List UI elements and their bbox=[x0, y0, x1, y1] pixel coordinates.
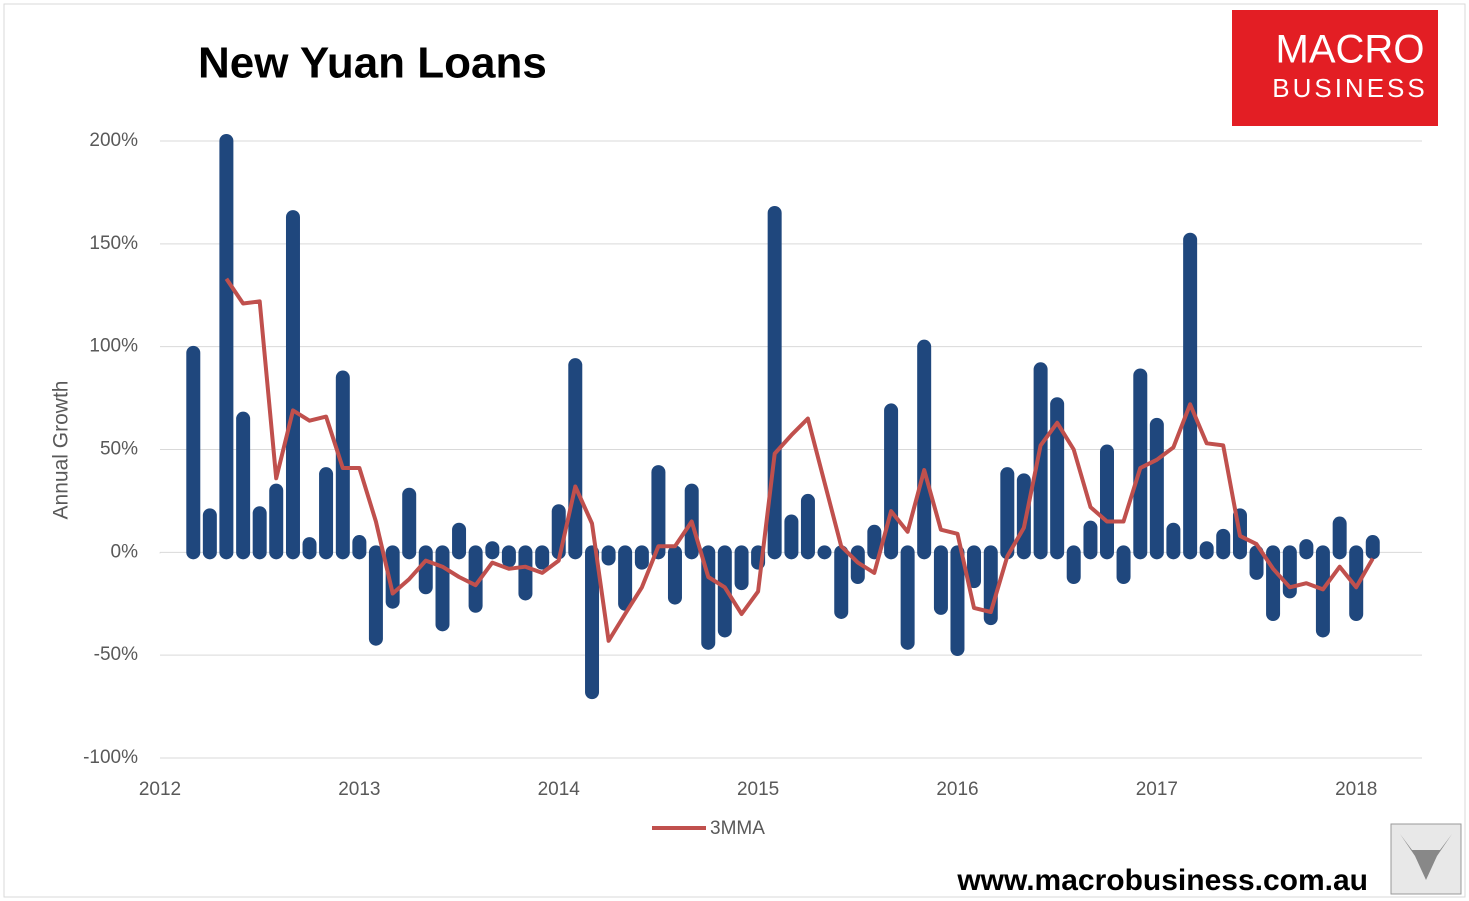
y-tick-label: 150% bbox=[89, 233, 138, 254]
bar bbox=[784, 514, 799, 560]
bar bbox=[1066, 545, 1081, 585]
bar bbox=[1266, 545, 1281, 622]
footer-url: www.macrobusiness.com.au bbox=[956, 864, 1368, 897]
bar bbox=[1033, 362, 1048, 560]
bar bbox=[402, 487, 417, 560]
chart-border bbox=[3, 3, 1466, 898]
bar bbox=[1133, 368, 1148, 560]
line-series bbox=[224, 277, 1375, 643]
bar bbox=[601, 545, 616, 566]
bar bbox=[817, 545, 832, 560]
x-tick-label: 2018 bbox=[1335, 779, 1377, 800]
bar bbox=[568, 358, 583, 560]
y-axis-label: Annual Growth bbox=[50, 381, 73, 520]
bar bbox=[518, 545, 533, 601]
bar bbox=[1282, 545, 1297, 599]
x-tick-label: 2013 bbox=[338, 779, 380, 800]
bar bbox=[1315, 545, 1330, 638]
bar bbox=[1183, 232, 1198, 560]
bar bbox=[1349, 545, 1364, 622]
bar bbox=[585, 545, 600, 700]
fox-icon-shape bbox=[1400, 834, 1452, 880]
bar bbox=[418, 545, 433, 595]
x-tick-label: 2015 bbox=[737, 779, 779, 800]
bar bbox=[917, 339, 932, 560]
bar bbox=[950, 545, 965, 656]
bar bbox=[1199, 541, 1214, 560]
bar bbox=[1249, 545, 1264, 580]
bar bbox=[867, 524, 882, 560]
bar bbox=[1016, 473, 1031, 560]
bar bbox=[1216, 528, 1231, 560]
bar bbox=[501, 545, 516, 568]
bar bbox=[452, 522, 467, 560]
y-tick-label: 100% bbox=[89, 336, 138, 357]
bar bbox=[186, 345, 201, 560]
bar bbox=[967, 545, 982, 589]
bar bbox=[1050, 397, 1065, 560]
bar bbox=[302, 537, 317, 560]
bar bbox=[900, 545, 915, 650]
x-tick-label: 2014 bbox=[538, 779, 581, 800]
bar bbox=[285, 210, 300, 560]
bar bbox=[1083, 520, 1098, 560]
bar bbox=[535, 545, 550, 570]
bar bbox=[933, 545, 948, 615]
bar bbox=[800, 493, 815, 560]
bar bbox=[219, 134, 234, 560]
x-tick-label: 2012 bbox=[139, 779, 181, 800]
bar bbox=[202, 508, 217, 560]
y-tick-label: 50% bbox=[100, 439, 138, 460]
bar bbox=[236, 411, 251, 560]
bar bbox=[618, 545, 633, 611]
bar bbox=[1116, 545, 1131, 585]
y-tick-label: -50% bbox=[94, 644, 138, 665]
bar bbox=[734, 545, 749, 591]
y-tick-label: 200% bbox=[89, 130, 138, 151]
bar bbox=[667, 545, 682, 605]
y-tick-label: 0% bbox=[111, 541, 139, 562]
bar bbox=[1365, 535, 1380, 560]
bar bbox=[1099, 444, 1114, 560]
logo-box bbox=[1232, 10, 1438, 126]
x-tick-label: 2016 bbox=[936, 779, 978, 800]
bar bbox=[485, 541, 500, 560]
bar bbox=[1299, 539, 1314, 560]
bar bbox=[651, 465, 666, 560]
bar bbox=[1000, 467, 1015, 560]
bar bbox=[1166, 522, 1181, 560]
bar bbox=[269, 483, 284, 560]
bar bbox=[717, 545, 732, 638]
bar bbox=[634, 545, 649, 570]
bar bbox=[435, 545, 450, 632]
legend-label: 3MMA bbox=[710, 818, 765, 839]
bar bbox=[1149, 417, 1164, 560]
y-tick-label: -100% bbox=[83, 747, 138, 768]
logo-text: BUSINESS bbox=[1272, 73, 1428, 103]
bar bbox=[352, 535, 367, 560]
x-tick-label: 2017 bbox=[1136, 779, 1178, 800]
bar bbox=[252, 506, 267, 560]
bar bbox=[468, 545, 483, 613]
chart-title: New Yuan Loans bbox=[198, 39, 547, 88]
bar bbox=[319, 467, 334, 560]
logo-text: MACRO bbox=[1276, 28, 1425, 72]
bar bbox=[834, 545, 849, 619]
bar bbox=[1332, 516, 1347, 560]
bar bbox=[368, 545, 383, 646]
